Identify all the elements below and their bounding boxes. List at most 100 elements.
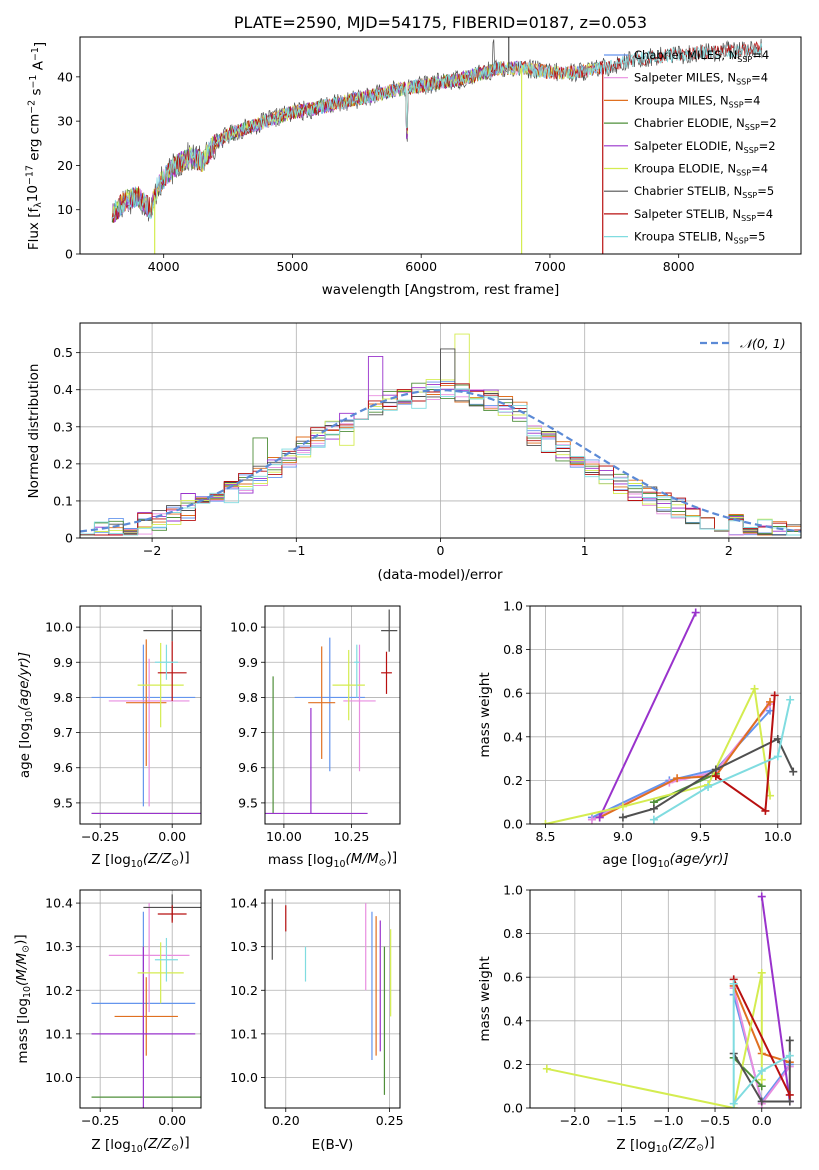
series-line: [732, 1040, 791, 1103]
legend-entry-part: =2: [759, 139, 776, 153]
legend-entry: Salpeter MILES, NSSP=4: [634, 71, 768, 87]
mass_vs_z-xlabel-part: )]: [179, 1135, 190, 1151]
series-point: [750, 684, 759, 693]
spectrum-ylabel-part: erg cm: [27, 114, 43, 165]
y-tick-label: 0.4: [503, 729, 523, 744]
errorbar-kroupa-stelib: [154, 937, 178, 982]
spectrum-ylabel-part: 10: [25, 185, 41, 202]
errorbar-chabrier-stelib: [143, 609, 201, 642]
y-tick-label: 9.8: [238, 690, 258, 705]
spectrum-line-salpeter-miles: [111, 61, 602, 222]
mass_vs_z-ylabel-part: ⊙: [21, 945, 32, 953]
y-tick-label: 9.6: [53, 760, 73, 775]
plot-area-spectrum: [111, 37, 763, 254]
axes-age_vs_z: −0.25 0.00 9.5 9.6 9.7 9.8 9.9 10.0: [45, 605, 202, 844]
legend-entry-part: Chabrier ELODIE, N: [634, 116, 745, 130]
y-tick-label: 0.4: [503, 1013, 523, 1028]
spectrum-ylabel-part: −2: [26, 100, 37, 114]
y-tick-label: 10.2: [230, 983, 258, 998]
mass_vs_z-xlabel-part: (Z/Z: [143, 1136, 172, 1152]
y-tick-label: 40: [57, 69, 73, 84]
series-point: [757, 892, 766, 901]
age_vs_z-xlabel-part: ⊙: [171, 858, 179, 869]
errorbar-salpeter-stelib: [381, 651, 392, 694]
mass_weight_vs_z-xlabel-part: (Z/Z: [668, 1136, 697, 1152]
mass_vs_z-ylabel-part: mass [log: [15, 998, 31, 1064]
series-point: [618, 802, 627, 811]
legend-entry: Chabrier STELIB, NSSP=5: [634, 184, 774, 200]
series-point: [785, 1036, 794, 1045]
y-tick-label: 0.2: [503, 773, 523, 788]
legend-entry-part: Kroupa MILES, N: [634, 93, 729, 107]
series-point: [649, 815, 658, 824]
series-salpeter-elodie: [757, 892, 794, 1106]
spectrum-ylabel-part: −1: [28, 75, 39, 89]
axes-mass_weight_vs_age: 8.5 9.0 9.5 10.0 0.0 0.2 0.4 0.6 0.8 1.0: [503, 599, 802, 844]
legend-entry-part: Salpeter MILES, N: [634, 71, 736, 85]
legend-entry: Chabrier MILES, NSSP=4: [634, 48, 769, 64]
series-line: [732, 983, 791, 1107]
x-tick-label: 0.0: [752, 1113, 772, 1128]
axes-frame: [79, 605, 202, 825]
x-tick-label: −0.25: [81, 1113, 119, 1128]
x-tick-label: 2: [725, 543, 733, 558]
series-point: [649, 804, 658, 813]
errorbar-kroupa-elodie: [332, 649, 365, 721]
mass_weight_vs_z-xlabel: Z [log10(Z/Z⊙)]: [616, 1135, 714, 1155]
y-tick-label: 0.3: [53, 419, 73, 434]
spectrum-line-chabrier-miles: [112, 60, 602, 221]
legend-entry-part: Kroupa STELIB, N: [634, 230, 734, 244]
y-tick-label: 0: [65, 247, 73, 262]
x-tick-label: 10.00: [266, 829, 302, 844]
y-tick-label: 0.5: [53, 345, 73, 360]
y-tick-label: 10.3: [45, 939, 73, 954]
spectrum-ylabel-part: −1: [30, 47, 41, 61]
legend-entry: Salpeter STELIB, NSSP=4: [634, 207, 773, 223]
axes-mass_vs_ebv: 0.20 0.25 10.0 10.1 10.2 10.3 10.4: [230, 889, 404, 1128]
legend-entry-part: SSP: [745, 123, 760, 132]
y-tick-label: 10.0: [45, 620, 73, 635]
x-tick-label: −0.25: [81, 829, 119, 844]
series-point: [595, 813, 604, 822]
series-line: [732, 978, 791, 1096]
y-tick-label: 0.6: [503, 686, 523, 701]
y-tick-label: 9.6: [238, 760, 258, 775]
x-tick-label: 7000: [534, 259, 566, 274]
mass_vs_z-ylabel-part: )]: [13, 934, 29, 945]
x-tick-label: 0.20: [272, 1113, 300, 1128]
series-point: [541, 820, 550, 824]
y-tick-label: 9.5: [53, 795, 73, 810]
x-tick-label: 0: [437, 543, 445, 558]
series-point: [785, 1051, 794, 1060]
y-tick-label: 0.8: [503, 642, 523, 657]
axes-frame: [264, 605, 401, 825]
spectrum-ylabel-part: ]: [32, 42, 48, 47]
age_vs_z-ylabel-part: age [log: [17, 723, 33, 778]
spectrum-ylabel-part: λ: [33, 202, 44, 208]
mass_vs_z-xlabel-part: ⊙: [171, 1143, 179, 1154]
errorbar-salpeter-stelib: [157, 905, 187, 923]
errorbar-salpeter-miles: [108, 658, 190, 807]
spectrum-line-kroupa-miles: [111, 61, 602, 220]
legend-entry-part: =2: [760, 116, 777, 130]
errorbar-chabrier-miles: [91, 644, 196, 807]
age_vs_z-xlabel-part: 10: [131, 859, 143, 870]
age_vs_z-xlabel-part: Z [log: [91, 852, 130, 868]
legend-entry: Kroupa ELODIE, NSSP=4: [634, 162, 768, 178]
y-tick-label: 10.4: [230, 896, 258, 911]
plot-area-mass_weight_vs_z: [542, 892, 794, 1108]
x-tick-label: 4000: [148, 259, 180, 274]
mass_weight_vs_age-xlabel-part: 10: [658, 859, 670, 870]
mass_weight_vs_z-ylabel: mass weight: [477, 956, 493, 1041]
mass_vs_z-xlabel-part: Z [log: [91, 1137, 130, 1153]
age_vs_mass-xlabel: mass [log10(M/M⊙)]: [268, 850, 397, 870]
spectrum-line-kroupa-elodie: [111, 61, 602, 219]
errorbar-salpeter-elodie: [91, 946, 196, 1108]
mass_vs_z-xlabel-part: 10: [131, 1144, 143, 1155]
age_vs_z-ylabel-part: 10: [24, 711, 35, 723]
spectrum-ylabel-part: A: [30, 60, 46, 74]
legend-entry-part: =4: [751, 162, 768, 176]
y-tick-label: 0.2: [503, 1057, 523, 1072]
series-point: [704, 782, 713, 791]
